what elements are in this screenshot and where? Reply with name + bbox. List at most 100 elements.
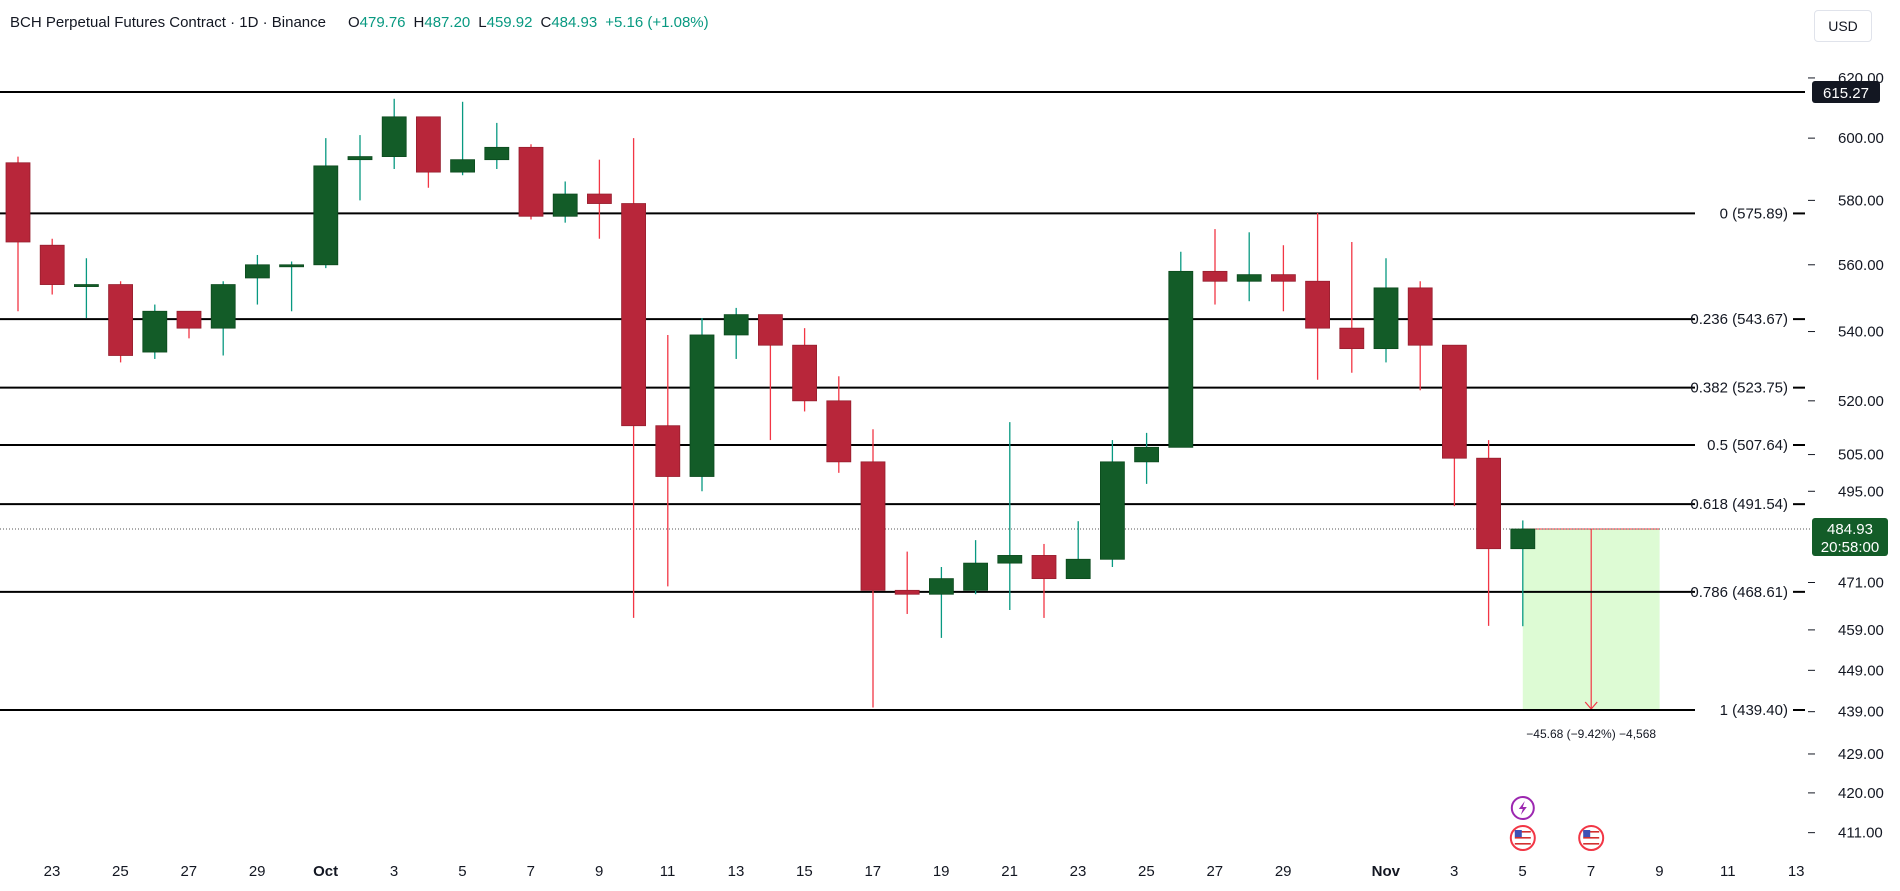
x-tick-label: 7 <box>527 863 535 880</box>
candle <box>587 159 612 239</box>
high-label: H <box>413 14 425 31</box>
candle-body <box>1305 280 1330 329</box>
y-tick-label: 449.00 <box>1838 662 1884 679</box>
lightning-event-icon[interactable] <box>1510 796 1535 820</box>
flag-stripe <box>1583 840 1600 842</box>
candle-body <box>1476 457 1501 550</box>
us-flag-event-icon[interactable] <box>1509 825 1536 851</box>
candle <box>1442 344 1467 507</box>
symbol-title: BCH Perpetual Futures Contract · 1D · Bi… <box>10 14 326 31</box>
candle-body <box>313 165 339 266</box>
flag-stripe <box>1583 843 1600 845</box>
currency-button[interactable]: USD <box>1814 10 1872 42</box>
candle <box>450 101 476 176</box>
y-tick-label: 540.00 <box>1838 324 1884 341</box>
candle-body <box>723 314 749 336</box>
candle <box>655 334 681 587</box>
close-label: C <box>540 14 552 31</box>
open-value: 479.76 <box>359 14 406 31</box>
x-tick-label: 13 <box>728 863 745 880</box>
candle <box>1305 213 1330 380</box>
x-tick-label: 5 <box>458 863 466 880</box>
x-tick-label: 9 <box>595 863 603 880</box>
x-tick-label: 11 <box>660 863 676 880</box>
flag-stripe <box>1514 834 1531 836</box>
candle <box>860 429 886 708</box>
candle <box>552 181 578 223</box>
x-tick-label: 19 <box>933 863 950 880</box>
candle-body <box>826 400 852 463</box>
y-tick-label: 505.00 <box>1838 447 1884 464</box>
candle-body <box>792 344 817 402</box>
candle-body <box>347 156 373 161</box>
candle <box>1271 245 1296 312</box>
lightning-bolt <box>1518 801 1527 815</box>
candle <box>5 156 31 312</box>
candle <box>279 261 305 312</box>
candle-body <box>963 562 988 591</box>
candle <box>244 254 270 305</box>
candle-body <box>415 116 441 173</box>
candle-body <box>552 193 578 217</box>
y-tick-label: 420.00 <box>1838 785 1884 802</box>
y-tick-label: 600.00 <box>1838 130 1884 147</box>
candle-body <box>689 334 715 477</box>
y-tick-label: 411.00 <box>1838 825 1883 842</box>
candle-body <box>1031 555 1057 580</box>
x-tick-label: 17 <box>864 863 881 880</box>
candle <box>108 281 133 363</box>
candle-body <box>5 162 31 243</box>
x-tick-label: 29 <box>1275 863 1292 880</box>
candle-body <box>1407 287 1433 346</box>
x-tick-label: 9 <box>1655 863 1663 880</box>
candle <box>347 135 373 201</box>
candle <box>1510 520 1536 627</box>
candle <box>1168 251 1194 448</box>
candle <box>723 307 749 359</box>
candle <box>142 304 168 359</box>
candle-body <box>39 244 65 285</box>
candle-body <box>860 461 886 591</box>
flag-stripe <box>1514 843 1531 845</box>
candle <box>1202 229 1228 305</box>
x-tick-label: 3 <box>390 863 398 880</box>
x-tick-label: Oct <box>313 863 338 880</box>
current-price-label: 484.93 <box>1827 521 1873 538</box>
candle-body <box>279 264 305 268</box>
candle-body <box>1339 327 1365 350</box>
candle-body <box>108 284 133 356</box>
high-value: 487.20 <box>424 14 471 31</box>
candle <box>210 281 236 356</box>
y-tick-label: 495.00 <box>1838 483 1884 500</box>
y-tick-label: 520.00 <box>1838 393 1884 410</box>
candle <box>929 566 954 638</box>
candle <box>484 122 510 169</box>
candle <box>1031 543 1057 618</box>
candle <box>381 98 407 169</box>
low-value: 459.92 <box>486 14 533 31</box>
y-tick-label: 471.00 <box>1838 575 1884 592</box>
flag-stripe <box>1514 831 1531 833</box>
fib-label: 1 (439.40) <box>1720 702 1788 719</box>
countdown-label: 20:58:00 <box>1821 539 1879 556</box>
candle <box>518 144 544 220</box>
candle-body <box>484 146 510 161</box>
candle-body <box>1065 558 1091 580</box>
high-price-badge <box>1812 81 1880 103</box>
x-tick-label: 11 <box>1720 863 1736 880</box>
x-tick-label: 3 <box>1450 863 1458 880</box>
y-tick-label: 459.00 <box>1838 622 1884 639</box>
x-tick-label: Nov <box>1372 863 1401 880</box>
fib-label: 0.5 (507.64) <box>1707 437 1788 454</box>
x-tick-label: 29 <box>249 863 266 880</box>
y-tick-label: 560.00 <box>1838 257 1884 274</box>
candle <box>826 376 852 473</box>
y-tick-label: 429.00 <box>1838 746 1884 763</box>
candle-body <box>1236 274 1262 282</box>
fib-label: 0.618 (491.54) <box>1690 496 1788 513</box>
candle <box>758 314 783 441</box>
candle-body <box>1271 274 1296 282</box>
candle-body <box>1202 270 1228 282</box>
us-flag-event-icon[interactable] <box>1578 825 1605 851</box>
